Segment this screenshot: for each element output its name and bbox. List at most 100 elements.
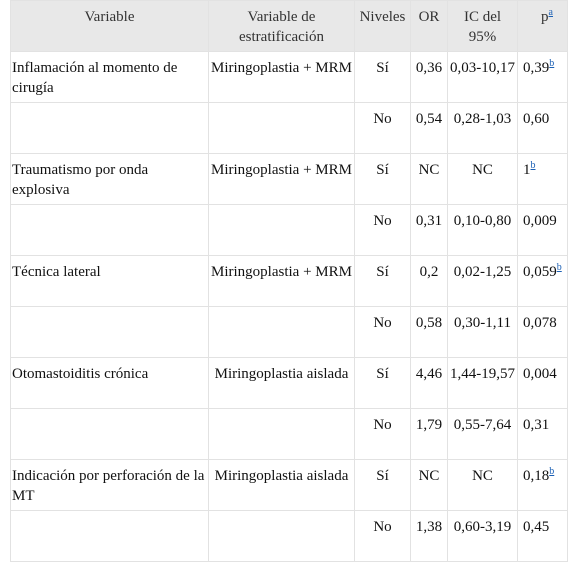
cell xyxy=(208,510,355,562)
header-cell: pa xyxy=(517,0,568,52)
table-row: No 1,38 0,60-3,19 0,45 xyxy=(10,510,568,562)
p-value: 1 xyxy=(523,162,531,178)
cell: NC xyxy=(447,153,518,205)
cell: Sí xyxy=(354,153,411,205)
table-row: Traumatismo por onda explosiva Miringopla… xyxy=(10,153,568,205)
cell xyxy=(208,306,355,358)
cell xyxy=(208,204,355,256)
cell: 1,38 xyxy=(410,510,448,562)
cell: No xyxy=(354,102,411,154)
cell: NC xyxy=(410,459,448,511)
cell: 0,39b xyxy=(517,51,568,103)
cell: 1,79 xyxy=(410,408,448,460)
cell xyxy=(10,408,209,460)
cell: 0,54 xyxy=(410,102,448,154)
cell: Miringoplastia + MRM xyxy=(208,255,355,307)
cell: 0,31 xyxy=(410,204,448,256)
cell xyxy=(10,102,209,154)
cell: 0,03-10,17 xyxy=(447,51,518,103)
footnote: b xyxy=(549,58,554,69)
cell: Sí xyxy=(354,255,411,307)
cell: No xyxy=(354,408,411,460)
cell: 0,004 xyxy=(517,357,568,409)
cell: 1,44-19,57 xyxy=(447,357,518,409)
cell: 1b xyxy=(517,153,568,205)
cell: NC xyxy=(447,459,518,511)
cell: Técnica lateral xyxy=(10,255,209,307)
cell: Sí xyxy=(354,357,411,409)
footnote-link[interactable]: b xyxy=(549,466,555,477)
cell: 0,059b xyxy=(517,255,568,307)
footnote-link[interactable]: a xyxy=(548,7,553,18)
cell: 0,2 xyxy=(410,255,448,307)
cell: 0,02-1,25 xyxy=(447,255,518,307)
p-value: 0,009 xyxy=(523,213,557,229)
cell: 0,55-7,64 xyxy=(447,408,518,460)
cell: 0,60 xyxy=(517,102,568,154)
cell: 0,009 xyxy=(517,204,568,256)
table-row: Inflamación al momento de cirugía Miringo… xyxy=(10,51,568,103)
cell xyxy=(208,102,355,154)
cell: Sí xyxy=(354,459,411,511)
cell xyxy=(208,408,355,460)
footnote-link[interactable]: b xyxy=(530,160,536,171)
p-value: 0,004 xyxy=(523,366,557,382)
cell xyxy=(10,510,209,562)
footnote: b xyxy=(531,160,536,171)
p-value: 0,059 xyxy=(523,264,557,280)
header-row: Variable Variable de estratificación Niv… xyxy=(10,0,568,52)
header-text: p xyxy=(541,9,549,25)
cell xyxy=(10,306,209,358)
cell: Miringoplastia aislada xyxy=(208,357,355,409)
cell: 0,36 xyxy=(410,51,448,103)
footnote: b xyxy=(549,466,554,477)
cell: Traumatismo por onda explosiva xyxy=(10,153,209,205)
table-body: Inflamación al momento de cirugía Miringo… xyxy=(10,51,568,562)
footnote: b xyxy=(557,262,562,273)
p-value: 0,39 xyxy=(523,60,550,76)
table-row: No 0,54 0,28-1,03 0,60 xyxy=(10,102,568,154)
cell: Inflamación al momento de cirugía xyxy=(10,51,209,103)
cell: Miringoplastia + MRM xyxy=(208,51,355,103)
cell: 0,30-1,11 xyxy=(447,306,518,358)
p-value: 0,45 xyxy=(523,519,550,535)
p-value: 0,60 xyxy=(523,111,550,127)
cell: No xyxy=(354,510,411,562)
p-value: 0,18 xyxy=(523,468,550,484)
table-row: No 1,79 0,55-7,64 0,31 xyxy=(10,408,568,460)
footnote-link[interactable]: b xyxy=(549,58,555,69)
header-cell: OR xyxy=(410,0,448,52)
cell: 0,10-0,80 xyxy=(447,204,518,256)
p-value: 0,078 xyxy=(523,315,557,331)
cell: 4,46 xyxy=(410,357,448,409)
cell xyxy=(10,204,209,256)
cell: Miringoplastia aislada xyxy=(208,459,355,511)
cell: 0,078 xyxy=(517,306,568,358)
cell: 0,31 xyxy=(517,408,568,460)
cell: 0,18b xyxy=(517,459,568,511)
p-value: 0,31 xyxy=(523,417,550,433)
table-row: No 0,58 0,30-1,11 0,078 xyxy=(10,306,568,358)
results-table: Variable Variable de estratificación Niv… xyxy=(10,0,568,562)
cell: 0,45 xyxy=(517,510,568,562)
cell: Otomastoiditis crónica xyxy=(10,357,209,409)
cell: No xyxy=(354,204,411,256)
cell: 0,60-3,19 xyxy=(447,510,518,562)
cell: 0,28-1,03 xyxy=(447,102,518,154)
cell: NC xyxy=(410,153,448,205)
table-row: No 0,31 0,10-0,80 0,009 xyxy=(10,204,568,256)
cell: Sí xyxy=(354,51,411,103)
cell: 0,58 xyxy=(410,306,448,358)
table-row: Otomastoiditis crónica Miringoplastia ais… xyxy=(10,357,568,409)
cell: No xyxy=(354,306,411,358)
footnote-link[interactable]: b xyxy=(556,262,562,273)
cell: Indicación por perforación de la MT xyxy=(10,459,209,511)
cell: Miringoplastia + MRM xyxy=(208,153,355,205)
header-cell: IC del 95% xyxy=(447,0,518,52)
table-row: Indicación por perforación de la MT Mirin… xyxy=(10,459,568,511)
header-cell: Variable de estratificación xyxy=(208,0,355,52)
table-row: Técnica lateral Miringoplastia + MRM Sí 0,2… xyxy=(10,255,568,307)
header-cell: Niveles xyxy=(354,0,411,52)
header-cell: Variable xyxy=(10,0,209,52)
